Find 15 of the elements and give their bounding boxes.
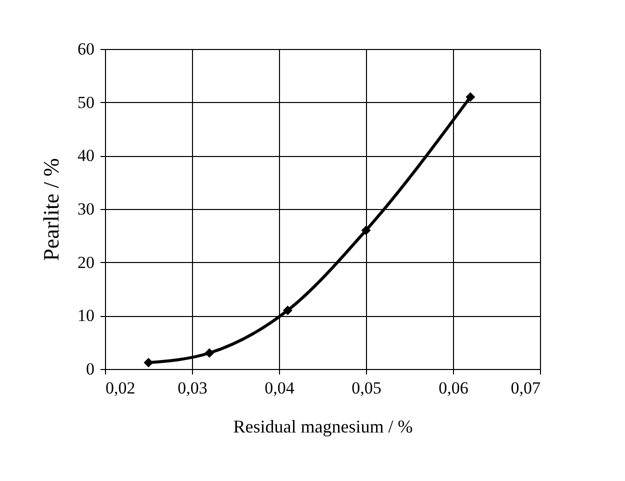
y-axis-title: Pearlite / % bbox=[38, 158, 64, 261]
y-tick-label: 60 bbox=[78, 40, 94, 58]
x-tick-label: 0,05 bbox=[352, 378, 382, 398]
x-tick-label: 0,06 bbox=[438, 378, 468, 398]
x-tick-label: 0,04 bbox=[264, 378, 295, 398]
y-tick-label: 10 bbox=[78, 306, 94, 326]
y-tick-label: 20 bbox=[78, 252, 94, 272]
x-tick-label: 0,07 bbox=[510, 378, 541, 398]
x-tick-label: 0,02 bbox=[106, 378, 136, 398]
x-axis-title: Residual magnesium / % bbox=[233, 416, 413, 436]
y-tick-label: 50 bbox=[78, 92, 94, 112]
y-tick-label: 30 bbox=[78, 200, 94, 218]
y-tick-label: 0 bbox=[86, 360, 94, 378]
y-tick-label: 40 bbox=[78, 146, 94, 166]
x-tick-label: 0,03 bbox=[178, 378, 208, 398]
